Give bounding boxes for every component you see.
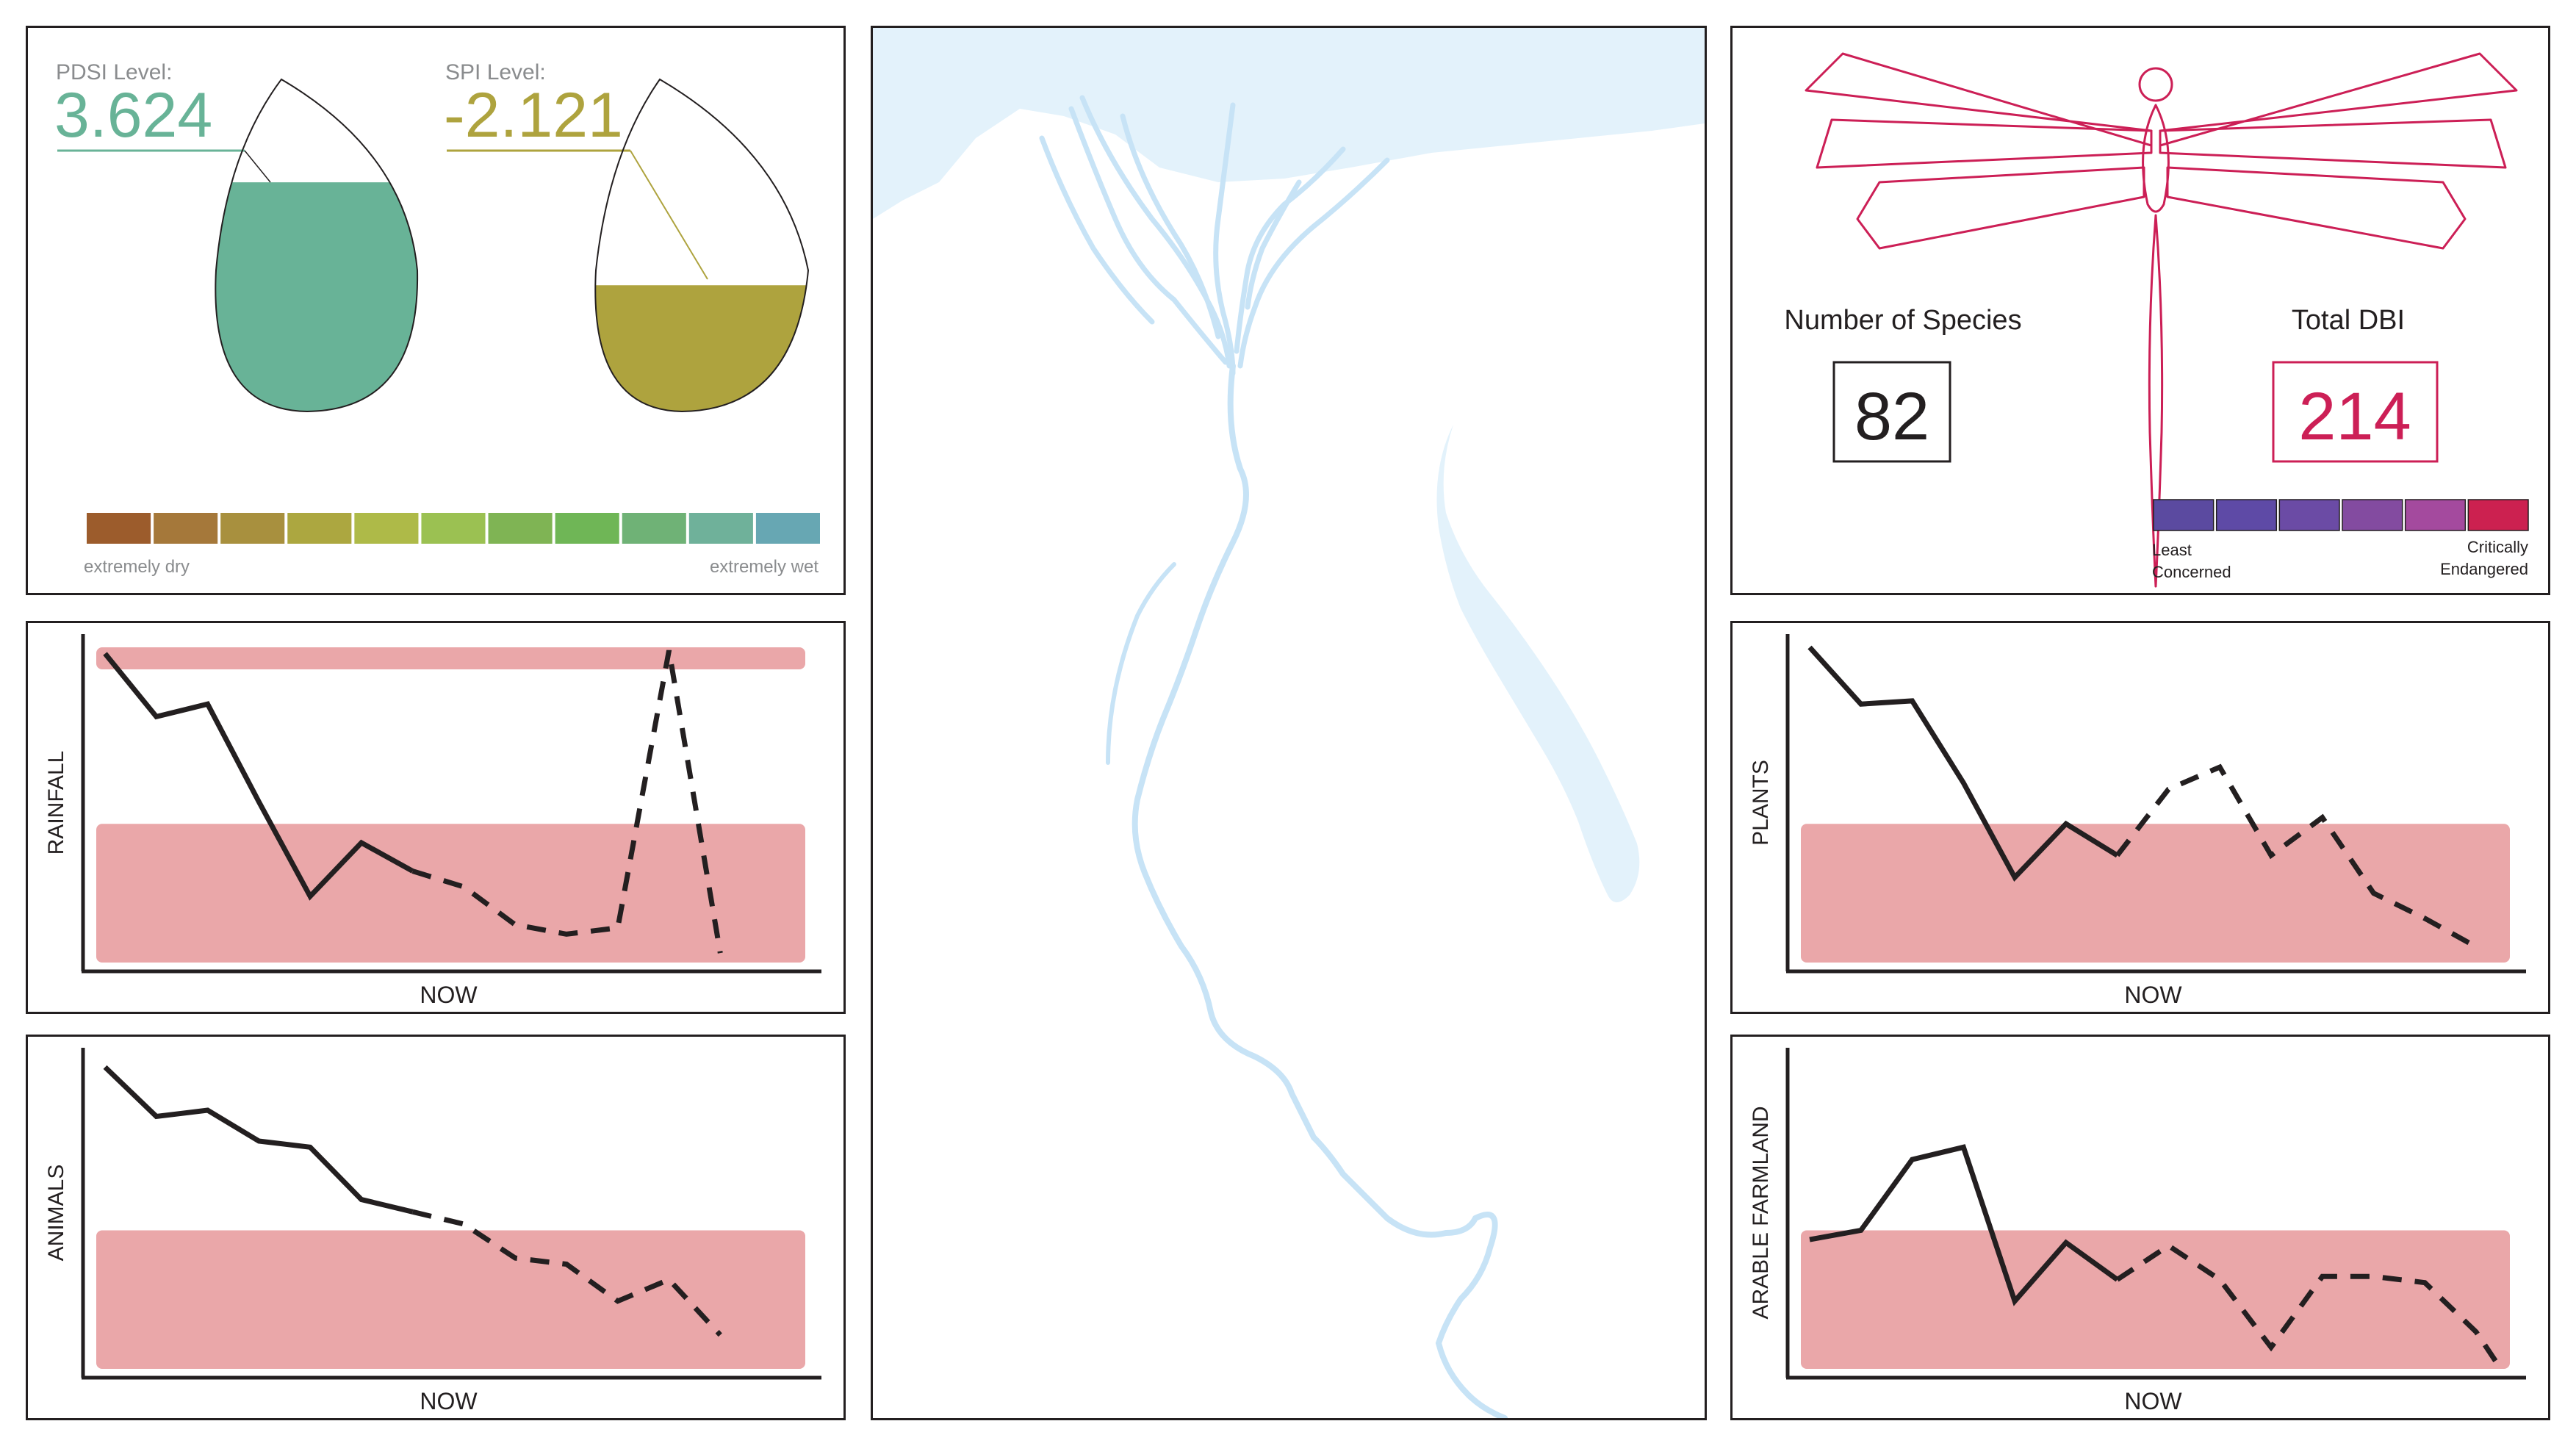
arable-farmland-chart: NOW ARABLE FARMLAND (1749, 1048, 2526, 1414)
pdsi-drop-outline (215, 78, 419, 413)
threshold-band (1801, 1230, 2510, 1369)
x-axis-label: NOW (420, 982, 478, 1008)
dbi-label: Total DBI (2292, 305, 2405, 336)
observed-series (103, 652, 414, 901)
species-box (1832, 361, 1951, 463)
spi-pointer (630, 150, 708, 280)
bio-scale-swatch (2153, 499, 2215, 531)
drought-panel: PDSI Level: 3.624 SPI Level: -2.121 extr… (26, 26, 846, 595)
nile-tributary (1106, 562, 1176, 765)
projected-series (2115, 763, 2478, 949)
biodiversity-color-scale (2153, 499, 2529, 531)
drought-scale-swatch (755, 513, 820, 544)
threshold-band (96, 647, 805, 670)
bio-scale-swatch (2215, 499, 2278, 531)
pdsi-label: PDSI Level: (56, 60, 172, 84)
pdsi-pointer (244, 150, 271, 183)
biodiversity-panel: Number of Species 82 Total DBI 214 Least… (1730, 26, 2550, 595)
observed-series (1809, 1144, 2119, 1306)
dbi-box (2272, 361, 2439, 463)
drought-scale-swatch (555, 513, 619, 544)
y-axis-label: ARABLE FARMLAND (1749, 1106, 1773, 1319)
projected-series (2115, 1242, 2499, 1364)
species-label: Number of Species (1784, 305, 2021, 336)
drought-scale-swatch (622, 513, 686, 544)
y-axis-label: ANIMALS (44, 1165, 68, 1262)
lake-nasser (1436, 425, 1640, 902)
x-axis-label: NOW (2124, 982, 2182, 1008)
nile-delta (1039, 95, 1390, 376)
x-axis-label: NOW (420, 1388, 478, 1414)
least-label-2: Concerned (2152, 563, 2231, 581)
threshold-band (96, 1230, 805, 1369)
drought-color-scale (87, 513, 820, 544)
observed-series (103, 1065, 414, 1215)
bio-scale-swatch (2467, 499, 2529, 531)
drought-scale-swatch (688, 513, 753, 544)
species-value: 82 (1854, 379, 1929, 454)
observed-series (1807, 645, 2119, 882)
nile-river (1132, 363, 1508, 1418)
drought-scale-swatch (421, 513, 486, 544)
projected-series (411, 650, 723, 954)
dbi-value: 214 (2298, 379, 2411, 454)
projected-series (411, 1209, 722, 1337)
spi-drop-fill (595, 285, 808, 411)
plants-chart: NOW PLANTS (1749, 634, 2526, 1008)
bio-scale-swatch (2404, 499, 2467, 531)
drought-scale-swatch (154, 513, 218, 544)
critical-label-1: Critically (2467, 538, 2528, 556)
drought-scale-swatch (354, 513, 419, 544)
bio-scale-swatch (2278, 499, 2340, 531)
nile-map (873, 28, 1705, 1418)
dragonfly-icon (1805, 52, 2518, 588)
spi-drop-outline (594, 78, 810, 413)
spi-value: -2.121 (444, 80, 623, 151)
rainfall-chart: NOW RAINFALL (44, 634, 821, 1008)
plants-chart-panel: NOW PLANTS (1730, 621, 2550, 1014)
threshold-band (96, 824, 805, 963)
x-axis-label: NOW (2124, 1388, 2182, 1414)
bio-scale-swatch (2342, 499, 2403, 531)
drought-scale-swatch (87, 513, 151, 544)
animals-chart: NOW ANIMALS (44, 1048, 821, 1414)
mediterranean-sea (873, 28, 1705, 219)
pdsi-drop-fill (215, 182, 418, 411)
arable-chart-panel: NOW ARABLE FARMLAND (1730, 1035, 2550, 1420)
y-axis-label: RAINFALL (44, 751, 68, 855)
drought-scale-swatch (220, 513, 285, 544)
least-label-1: Least (2152, 541, 2192, 559)
drought-graphic: PDSI Level: 3.624 SPI Level: -2.121 extr… (54, 60, 820, 577)
critical-label-2: Endangered (2440, 560, 2528, 578)
map-panel (871, 26, 1707, 1420)
y-axis-label: PLANTS (1749, 760, 1773, 846)
drought-scale-swatch (488, 513, 553, 544)
animals-chart-panel: NOW ANIMALS (26, 1035, 846, 1420)
rainfall-chart-panel: NOW RAINFALL (26, 621, 846, 1014)
biodiversity-graphic: Number of Species 82 Total DBI 214 Least… (1784, 52, 2529, 588)
scale-dry-label: extremely dry (84, 557, 190, 577)
drought-scale-swatch (287, 513, 352, 544)
pdsi-value: 3.624 (54, 80, 212, 151)
scale-wet-label: extremely wet (710, 557, 819, 577)
spi-label: SPI Level: (445, 60, 546, 84)
threshold-band (1801, 824, 2510, 963)
